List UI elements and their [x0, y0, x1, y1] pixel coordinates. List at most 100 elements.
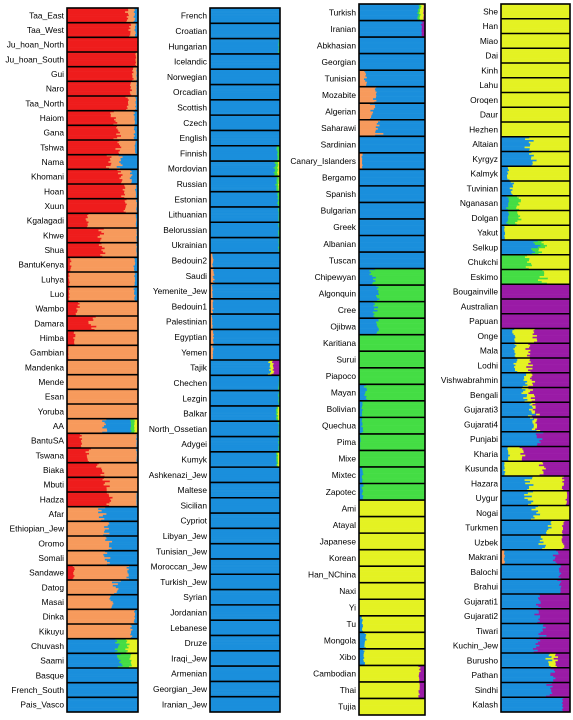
bar-segment-red [67, 8, 129, 10]
bar-segment-green [508, 202, 519, 205]
bar-segment-blue [359, 438, 361, 441]
bar-segment-blue [135, 140, 139, 142]
bar-segment-blue [501, 616, 541, 619]
bar-segment-blue [210, 681, 281, 684]
bar-segment-blue [501, 544, 547, 547]
group-Sicilian [210, 497, 281, 514]
bar-segment-orange [92, 317, 139, 320]
group-Saudi [210, 268, 281, 284]
bar-segment-purple [501, 284, 571, 287]
bar-segment-orange [69, 275, 135, 278]
bar-segment-blue [210, 41, 280, 44]
bar-segment-blue [501, 639, 541, 642]
bar-segment-green [369, 273, 426, 276]
population-label: Altaian [472, 139, 498, 149]
bar-segment-orange [120, 170, 132, 173]
bar-segment-blue [501, 600, 541, 603]
bar-segment-orange [117, 169, 131, 172]
bar-segment-yellow [501, 128, 571, 131]
bar-segment-green [359, 361, 426, 364]
group-Mordovian [210, 161, 281, 177]
bar-segment-red [67, 348, 69, 351]
bar-segment-blue [359, 658, 364, 661]
bar-segment-orange [80, 433, 138, 436]
bar-segment-blue [210, 422, 279, 425]
bar-segment-blue [501, 590, 562, 593]
bar-segment-purple [539, 413, 571, 416]
bar-segment-red [67, 179, 123, 182]
population-label: Miao [480, 36, 498, 46]
bar-segment-green [360, 433, 426, 436]
bar-segment-orange [109, 157, 121, 160]
bar-segment-purple [419, 693, 426, 696]
bar-segment-orange [126, 198, 137, 201]
bar-segment-blue [132, 174, 139, 177]
bar-segment-yellow [529, 408, 534, 411]
bar-segment-yellow [359, 566, 426, 569]
bar-segment-blue [213, 341, 281, 344]
bar-segment-yellow [269, 369, 274, 372]
bar-segment-orange [86, 456, 137, 459]
bar-segment-orange [210, 294, 213, 297]
population-label: Pima [337, 437, 356, 447]
bar-segment-red [67, 213, 89, 216]
bar-segment-purple [419, 672, 426, 674]
bar-segment-orange [359, 154, 363, 157]
bar-segment-purple [543, 462, 571, 465]
bar-segment-blue [210, 615, 281, 618]
bar-segment-blue [213, 280, 281, 283]
bar-segment-blue [210, 428, 280, 431]
bar-segment-orange [102, 250, 137, 253]
bar-segment-purple [556, 549, 571, 552]
bar-segment-yellow [501, 51, 571, 54]
bar-segment-green [375, 280, 426, 283]
bar-segment-green [362, 488, 426, 491]
group-Kgalagadi [67, 213, 139, 229]
bar-segment-blue [210, 177, 278, 180]
bar-segment-purple [536, 603, 571, 606]
group-Bolivian [359, 400, 426, 418]
bar-segment-blue [212, 255, 281, 258]
bar-segment-orange [128, 99, 137, 102]
bar-segment-purple [501, 307, 571, 310]
bar-segment-orange [67, 552, 108, 555]
group-Yemenite_Jew [210, 283, 281, 300]
population-label: Moroccan_Jew [151, 562, 208, 572]
bar-segment-yellow [514, 346, 530, 349]
bar-segment-orange [106, 503, 137, 506]
bar-segment-blue [210, 180, 277, 183]
population-label: Mixtec [332, 470, 356, 480]
bar-segment-blue [105, 506, 139, 509]
bar-segment-green [275, 416, 279, 419]
bar-segment-red [67, 325, 97, 328]
bar-segment-yellow [540, 513, 571, 516]
bar-segment-red [67, 296, 70, 299]
bar-segment-purple [501, 289, 571, 292]
bar-segment-blue [501, 387, 523, 390]
bar-segment-red [67, 231, 102, 234]
bar-segment-green [277, 156, 281, 159]
bar-segment-orange [79, 306, 139, 309]
bar-segment-orange [67, 558, 106, 561]
bar-segment-blue [501, 228, 505, 231]
bar-segment-orange [210, 285, 213, 287]
bar-segment-orange [359, 98, 374, 101]
bar-segment-orange [96, 325, 139, 328]
bar-segment-purple [555, 664, 571, 667]
bar-segment-purple [418, 673, 426, 676]
bar-segment-green [362, 405, 426, 408]
bar-segment-blue [501, 543, 539, 546]
bar-segment-blue [210, 421, 280, 424]
bar-segment-blue [501, 138, 526, 141]
bar-segment-blue [210, 487, 281, 489]
bar-segment-blue [501, 703, 564, 706]
bar-segment-yellow [514, 182, 571, 185]
bar-segment-yellow [277, 453, 281, 456]
bar-segment-blue [109, 562, 139, 564]
bar-segment-blue [210, 223, 279, 226]
bar-segment-blue [359, 407, 362, 410]
bar-segment-red [67, 126, 117, 129]
bar-segment-yellow [359, 584, 426, 587]
bar-segment-blue [210, 363, 271, 365]
bar-segment-orange [67, 382, 139, 385]
